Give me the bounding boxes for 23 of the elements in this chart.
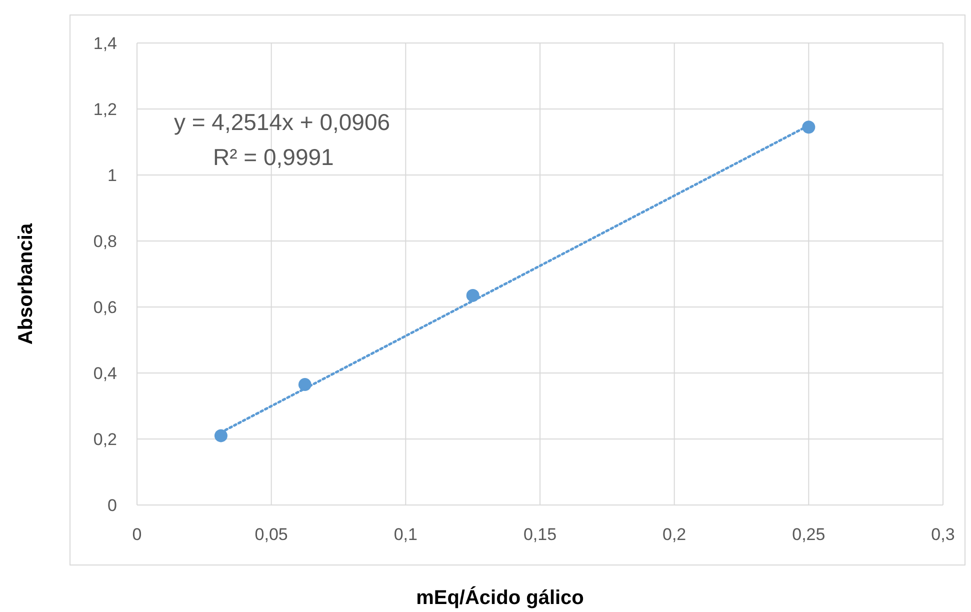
x-tick-label: 0,2 xyxy=(662,525,686,544)
x-tick-label: 0,1 xyxy=(394,525,418,544)
point xyxy=(466,288,480,302)
y-tick-label: 0 xyxy=(108,496,117,515)
x-axis-title: mEq/Ácido gálico xyxy=(416,586,584,609)
y-axis-title: Absorbancia xyxy=(15,222,37,345)
annotation: y = 4,2514x + 0,0906 xyxy=(174,109,390,135)
x-tick-label: 0,15 xyxy=(523,525,557,544)
annotation: R² = 0,9991 xyxy=(213,144,334,170)
x-tick-label: 0,05 xyxy=(254,525,288,544)
point xyxy=(298,378,312,392)
x-tick-label: 0,25 xyxy=(792,525,826,544)
y-tick-label: 0,8 xyxy=(93,232,117,251)
x-tick-label: 0 xyxy=(132,525,142,544)
y-tick-label: 1,4 xyxy=(93,34,117,53)
y-tick-label: 0,4 xyxy=(93,364,117,383)
y-tick-label: 0,6 xyxy=(93,298,117,317)
x-tick-label: 0,3 xyxy=(931,525,955,544)
point xyxy=(802,120,816,134)
point xyxy=(214,429,228,442)
y-tick-label: 0,2 xyxy=(93,430,117,449)
y-tick-label: 1,2 xyxy=(93,100,117,119)
y-tick-label: 1 xyxy=(108,166,117,185)
